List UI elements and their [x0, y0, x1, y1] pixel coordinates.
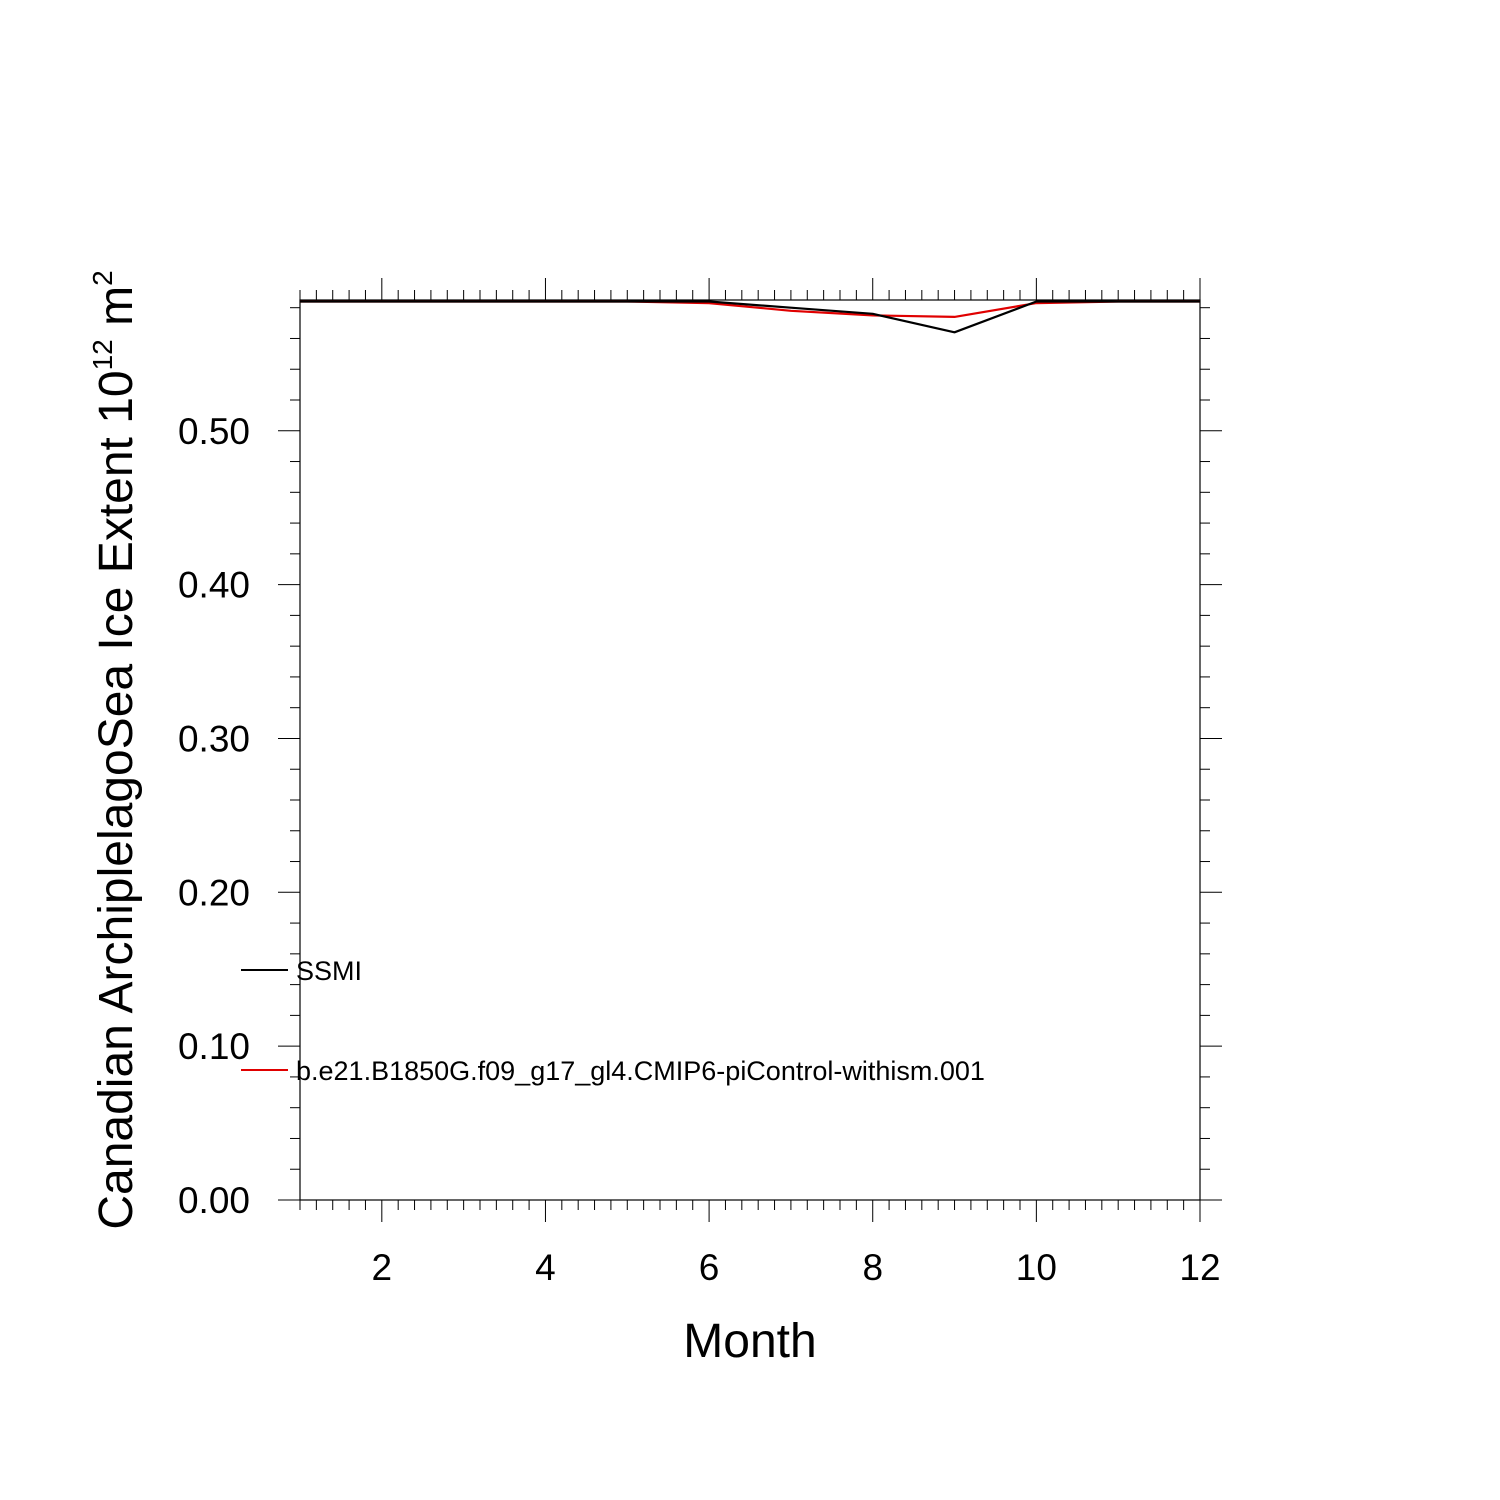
y-tick-label: 0.20	[178, 872, 250, 913]
axis-ticks	[278, 278, 1222, 1222]
tick-labels: 2 4 6 8 10 12 0.00 0.10 0.20 0.30 0.40 0.50	[178, 411, 1221, 1288]
x-tick-label: 2	[372, 1247, 393, 1288]
legend: SSMI b.e21.B1850G.f09_g17_gl4.CMIP6-piCon…	[241, 956, 985, 1086]
y-tick-label: 0.40	[178, 565, 250, 606]
y-axis-title-text: Canadian ArchiplelagoSea Ice Extent 10	[90, 370, 143, 1229]
x-tick-label: 6	[699, 1247, 720, 1288]
y-axis-title-unit: m	[90, 286, 143, 339]
y-axis-title-exponent: 12	[87, 339, 118, 370]
x-axis-title: Month	[683, 1315, 816, 1368]
y-tick-label: 0.10	[178, 1026, 250, 1067]
y-tick-label: 0.30	[178, 718, 250, 759]
x-tick-label: 8	[862, 1247, 883, 1288]
legend-label: b.e21.B1850G.f09_g17_gl4.CMIP6-piControl…	[296, 1056, 985, 1086]
x-tick-label: 12	[1179, 1247, 1220, 1288]
series-line	[300, 300, 1200, 334]
y-axis-title-unit-exponent: 2	[87, 270, 118, 286]
y-tick-label: 0.50	[178, 411, 250, 452]
y-axis-title: Canadian ArchiplelagoSea Ice Extent 1012…	[87, 270, 143, 1229]
plot-frame	[299, 299, 1201, 1201]
x-tick-label: 4	[535, 1247, 556, 1288]
x-tick-label: 10	[1016, 1247, 1057, 1288]
legend-label: SSMI	[296, 956, 362, 986]
y-tick-label: 0.00	[178, 1180, 250, 1221]
series-lines	[300, 300, 1200, 334]
